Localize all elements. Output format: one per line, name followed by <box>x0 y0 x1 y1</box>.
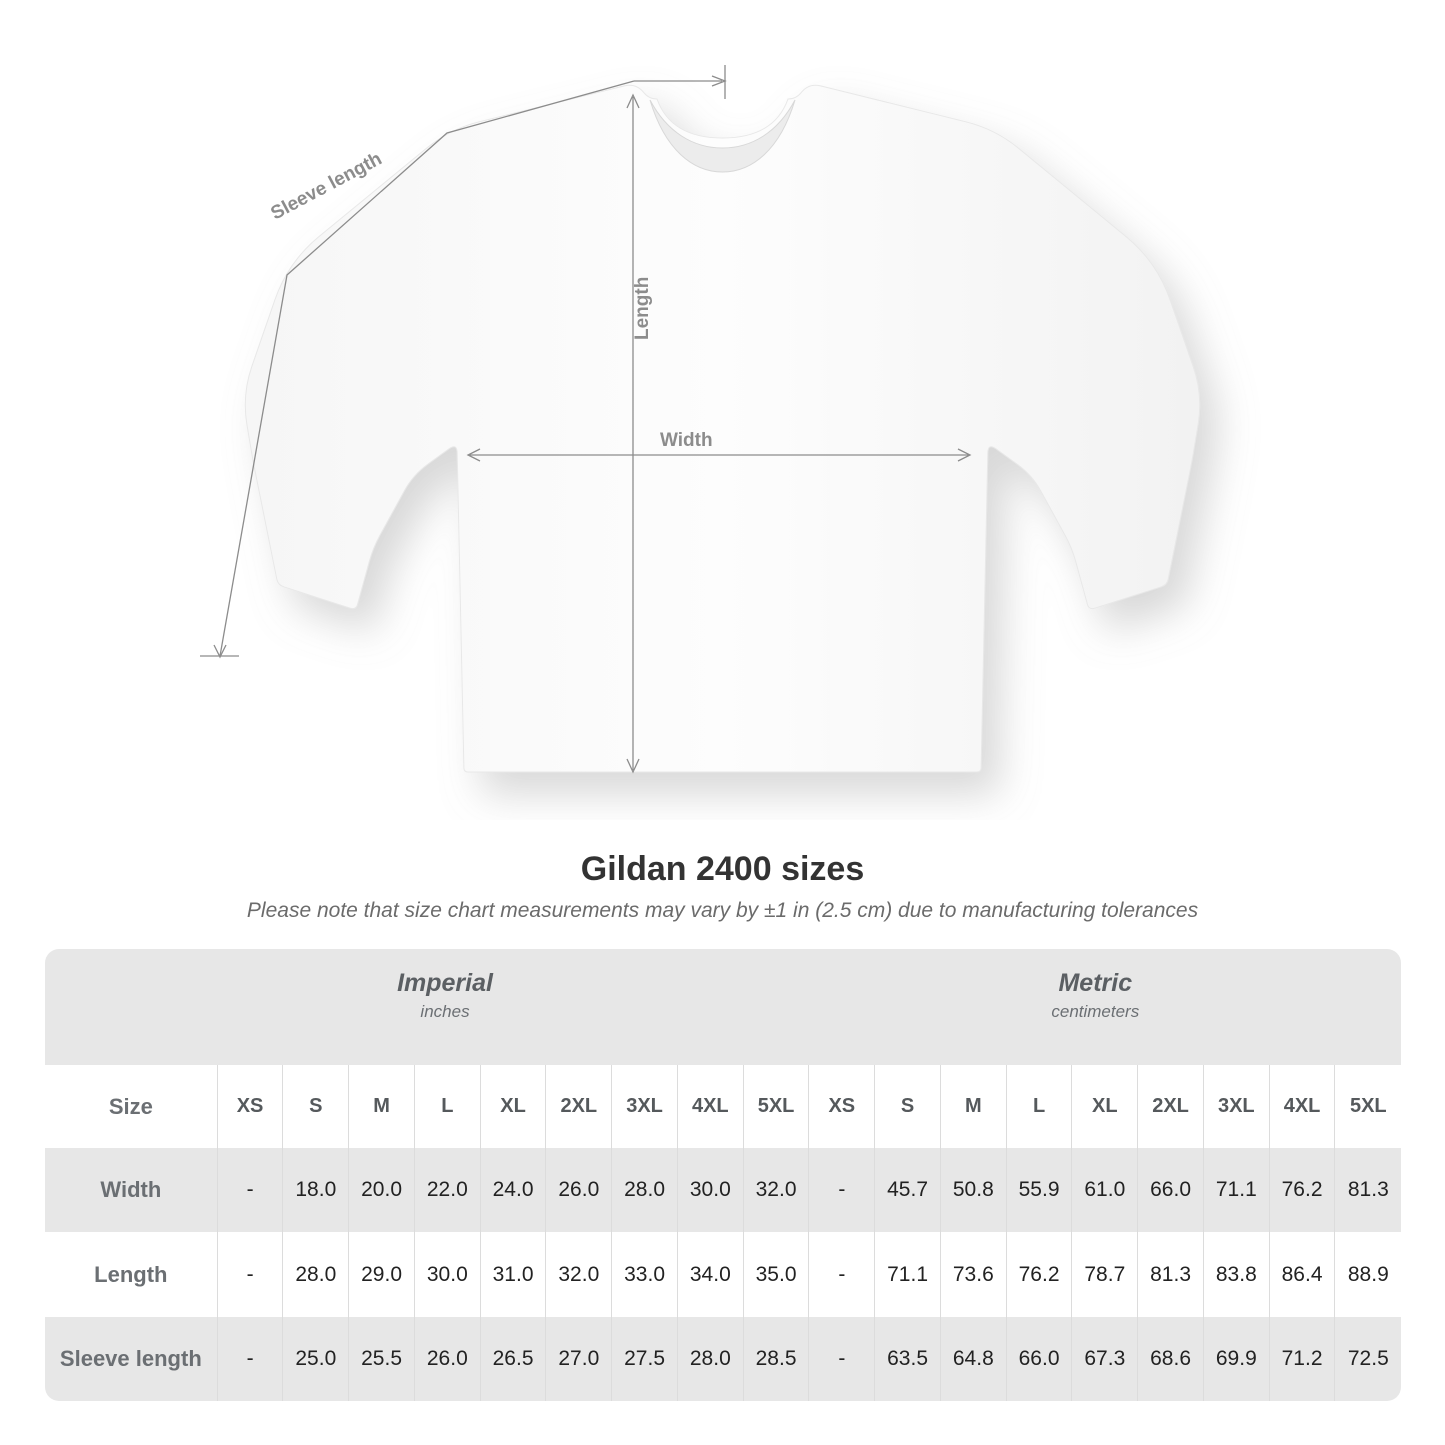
svg-text:Length: Length <box>632 277 653 340</box>
svg-text:Width: Width <box>660 430 713 451</box>
